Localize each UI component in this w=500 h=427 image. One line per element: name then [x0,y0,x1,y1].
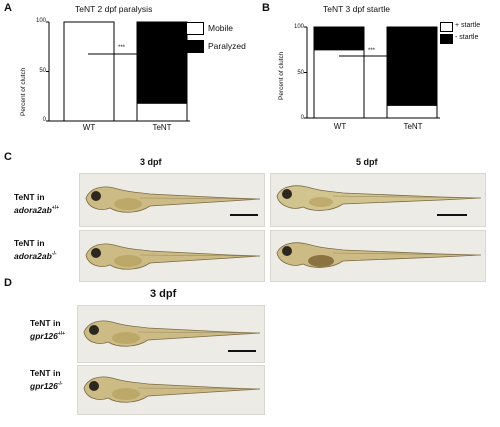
panel-label-d: D [4,277,12,289]
row-label-line1: TeNT in [14,192,45,202]
legend-a-mobile-label: Mobile [208,23,234,33]
bar-tent-startle [386,104,438,119]
zebrafish-larva-image [276,242,482,268]
chart-a-xtick: WT [82,123,96,132]
scale-bar [228,350,256,352]
genotype: -/- [51,251,57,257]
zebrafish-larva-image [83,320,261,347]
larva-photo-c-mut-5dpf [270,230,486,282]
zebrafish-larva-image [85,186,261,213]
larva-photo-c-wt-5dpf [270,173,486,227]
chart-b-title: TeNT 3 dpf startle [323,4,390,14]
bar-wt-startle [313,49,365,119]
gene-name: gpr126 [30,330,58,341]
panel-d-day-3: 3 dpf [150,288,177,300]
chart-a-ytick: 100 [35,18,46,24]
panel-c-day-5: 5 dpf [356,157,378,167]
panel-label-a: A [4,2,12,14]
bar-wt-startle [313,26,365,51]
row-label-line1: TeNT in [30,368,61,378]
legend-b-minus-label: - startle [455,34,479,41]
legend-a-paralyzed-label: Paralyzed [208,41,246,51]
scale-bar [230,214,258,216]
larva-photo-d-mut [77,365,265,415]
panel-d-row1-label: TeNT in gpr126+/+ [30,318,65,342]
panel-c-day-3: 3 dpf [140,157,162,167]
chart-a-plot [46,21,190,122]
legend-b-plus-label: + startle [455,22,481,29]
row-label-line1: TeNT in [30,318,61,328]
panel-label-c: C [4,151,12,163]
row-label-line1: TeNT in [14,238,45,248]
panel-d-row2-label: TeNT in gpr126-/- [30,368,63,392]
larva-photo-c-mut-3dpf [79,230,265,282]
chart-a-ytick: 50 [39,68,46,74]
legend-a-paralyzed-swatch [186,40,204,53]
gene-name: gpr126 [30,380,58,391]
gene-name: adora2ab [14,250,52,261]
larva-photo-c-wt-3dpf [79,173,265,227]
chart-b-plot [304,26,440,119]
panel-c-row2-label: TeNT in adora2ab-/- [14,238,57,262]
chart-a-xtick: TeNT [152,123,172,132]
legend-a-mobile-swatch [186,22,204,35]
bar-wt-mobile [63,21,115,122]
chart-a-significance: *** [118,45,126,51]
scale-bar [437,214,467,216]
zebrafish-larva-image [85,243,261,270]
bar-tent-startle [386,26,438,106]
legend-b-plus-swatch [440,22,453,32]
genotype: -/- [57,381,63,387]
genotype: +/+ [57,331,66,337]
panel-label-b: B [262,2,270,14]
genotype: +/+ [51,205,60,211]
chart-b-xtick: WT [333,122,347,131]
chart-b-ytick: 50 [297,70,304,76]
chart-a-ytick: 0 [42,117,46,123]
chart-a-title: TeNT 2 dpf paralysis [75,4,153,14]
chart-b-ytick: 100 [293,24,304,30]
zebrafish-larva-image [276,185,482,211]
gene-name: adora2ab [14,204,52,215]
larva-photo-d-wt [77,305,265,363]
legend-b-minus-swatch [440,34,453,44]
panel-c-row1-label: TeNT in adora2ab+/+ [14,192,59,216]
chart-b-xtick: TeNT [403,122,423,131]
zebrafish-larva-image [83,376,261,403]
chart-b-significance: *** [368,48,376,54]
chart-b-ytick: 0 [300,115,304,121]
bar-tent-paralyzed [136,21,188,104]
